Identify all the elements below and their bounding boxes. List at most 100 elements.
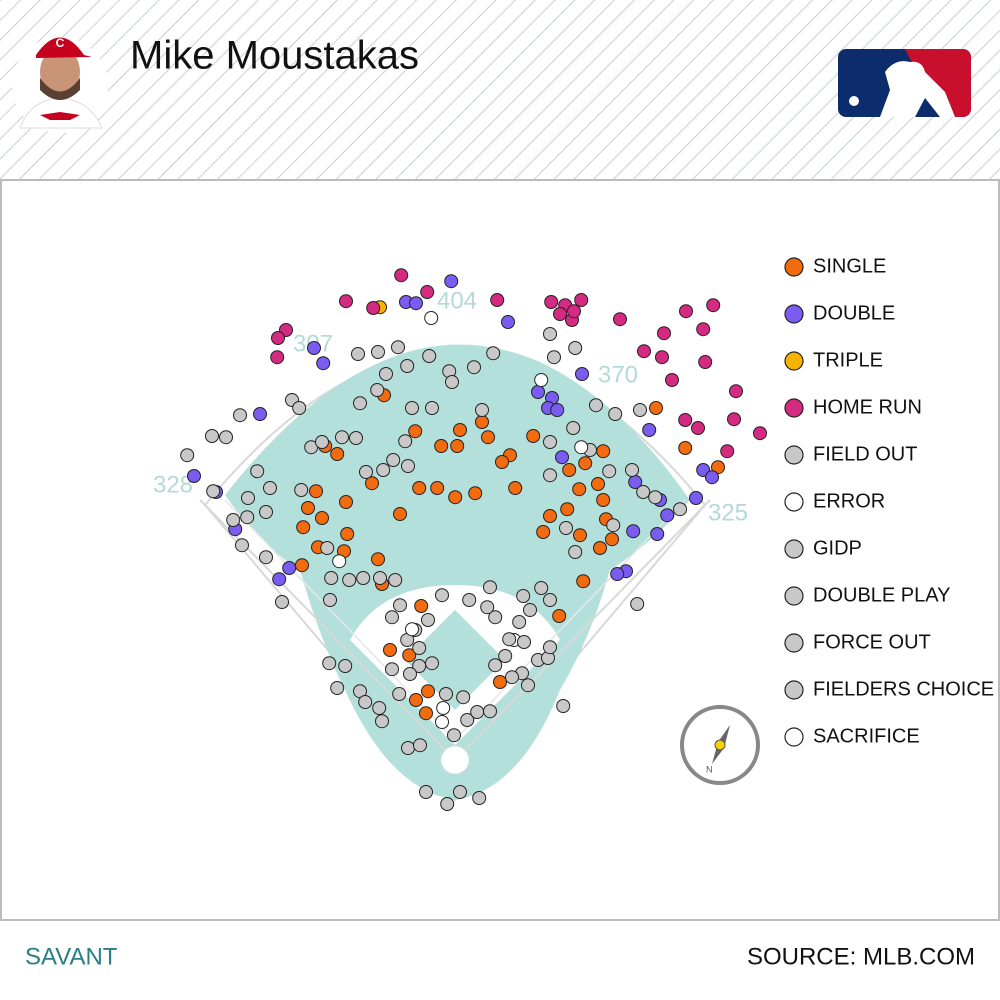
hit-point [424,311,439,325]
legend-marker [784,680,804,700]
hit-point [409,296,423,311]
legend-marker [784,257,804,277]
hit-point [420,285,435,299]
hit-point [495,455,509,469]
hit-point [425,401,439,415]
hit-point [356,571,371,585]
hit-point [720,444,735,459]
hit-point [292,401,307,415]
legend-marker [784,304,804,324]
hit-point [421,684,435,699]
hit-point [544,295,559,309]
hit-point [405,622,419,637]
hit-point [447,728,461,743]
hit-point [393,598,407,613]
hit-point [388,573,403,587]
hit-point [383,643,397,657]
hit-point [460,713,475,727]
hit-point [375,714,389,729]
hit-point [698,355,713,369]
hit-point [589,398,603,413]
hit-point [259,550,273,565]
legend-label: ERROR [813,490,885,512]
hit-point [543,468,557,483]
hit-point [338,659,353,673]
hit-point [665,373,679,387]
hit-point [573,528,587,543]
hit-point [660,508,675,523]
hit-point [414,599,429,613]
hit-point [272,572,287,587]
hit-point [253,407,267,421]
hit-point [543,509,557,523]
hit-point [366,301,381,315]
hit-point [323,593,337,607]
hit-point [296,520,311,535]
hit-point [250,464,265,479]
legend-marker [784,633,804,653]
hit-point [187,469,201,483]
hit-point [505,670,519,685]
hit-point [316,356,331,371]
hit-point [391,340,405,355]
hit-point [412,481,427,495]
hit-point [679,304,693,319]
hit-point [568,341,583,355]
fence-distance: 404 [437,287,477,314]
hit-point [483,580,497,595]
hit-point [233,408,247,423]
hit-point [493,675,507,689]
legend-marker [784,727,804,747]
hit-point [596,493,611,507]
legend-marker [784,398,804,418]
hit-point [358,695,373,709]
hit-point [421,613,435,627]
hit-point [439,687,453,701]
hit-point [696,322,711,337]
hit-point [673,502,687,517]
hit-point [453,785,467,799]
hit-point [413,738,427,753]
hit-point [307,341,321,355]
hit-point [241,491,255,505]
hit-point [450,439,465,453]
legend-label: SINGLE [813,255,886,277]
hit-point [448,490,463,505]
hit-point [330,447,345,461]
hit-point [436,701,451,715]
legend: SINGLE DOUBLE TRIPLE HOME RUN FIELD OUT ERROR… [784,255,994,747]
hit-point [591,477,605,491]
hit-point [655,350,669,365]
hit-point [543,435,557,449]
hit-point [543,640,557,655]
hit-point [555,450,569,465]
hit-point [610,567,625,581]
legend-marker [784,445,804,465]
hit-point [572,482,587,497]
hit-point [486,346,501,361]
hit-point [606,518,621,533]
hit-point [576,574,591,589]
hit-point [445,375,459,389]
hit-point [678,441,693,455]
hit-point [359,465,373,479]
hit-point [753,426,767,441]
hit-point [385,662,399,677]
headshot: C [12,36,108,133]
hit-point [371,345,385,359]
fence-distance: 325 [708,499,748,526]
hit-point [602,464,617,479]
legend-label: FIELDERS CHOICE [813,678,994,700]
hit-point [444,274,459,289]
hit-point [516,589,531,603]
hit-point [180,448,195,463]
hit-point [263,481,277,495]
hit-point [649,401,663,415]
hit-point [435,715,449,729]
hit-point [402,648,417,663]
hit-point [574,440,589,455]
hit-point [226,513,241,527]
hit-point [435,588,449,603]
hit-point [531,385,545,399]
